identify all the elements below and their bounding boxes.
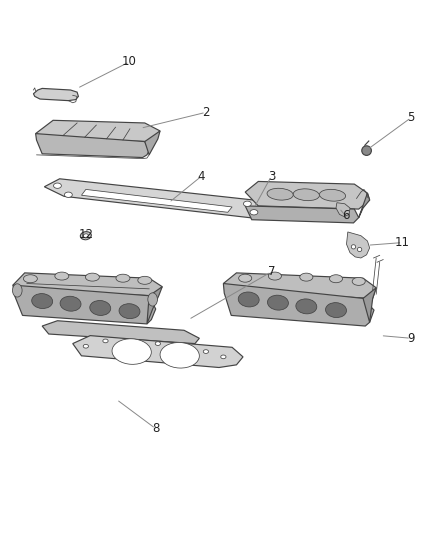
Ellipse shape — [12, 284, 22, 297]
Ellipse shape — [244, 201, 251, 206]
Text: 9: 9 — [407, 332, 415, 345]
Ellipse shape — [362, 146, 371, 156]
Text: 8: 8 — [152, 422, 159, 435]
Ellipse shape — [60, 296, 81, 311]
Ellipse shape — [53, 183, 61, 188]
Polygon shape — [13, 285, 155, 324]
Ellipse shape — [267, 188, 293, 200]
Ellipse shape — [23, 274, 37, 282]
Ellipse shape — [325, 303, 346, 318]
Text: 10: 10 — [122, 55, 137, 68]
Text: 7: 7 — [268, 265, 275, 278]
Ellipse shape — [268, 295, 288, 310]
Ellipse shape — [148, 293, 157, 306]
Ellipse shape — [81, 232, 91, 240]
Ellipse shape — [319, 189, 346, 201]
Ellipse shape — [239, 274, 252, 282]
Polygon shape — [336, 203, 350, 216]
Polygon shape — [42, 321, 199, 344]
Ellipse shape — [32, 294, 53, 309]
Ellipse shape — [293, 189, 319, 200]
Ellipse shape — [103, 339, 108, 343]
Text: 3: 3 — [268, 169, 275, 183]
Ellipse shape — [250, 209, 258, 215]
Ellipse shape — [116, 274, 130, 282]
Ellipse shape — [119, 304, 140, 319]
Text: 4: 4 — [198, 169, 205, 183]
Text: 5: 5 — [407, 111, 415, 124]
Polygon shape — [73, 336, 243, 368]
Polygon shape — [81, 189, 232, 212]
Polygon shape — [359, 193, 370, 217]
Polygon shape — [223, 284, 374, 326]
Ellipse shape — [83, 234, 88, 238]
Ellipse shape — [357, 247, 362, 252]
Polygon shape — [33, 88, 78, 101]
Polygon shape — [245, 181, 370, 209]
Text: 11: 11 — [395, 236, 410, 249]
Polygon shape — [223, 273, 376, 298]
Ellipse shape — [83, 344, 88, 348]
Ellipse shape — [329, 274, 343, 282]
Ellipse shape — [138, 276, 152, 284]
Ellipse shape — [160, 343, 199, 368]
Polygon shape — [147, 287, 162, 324]
Ellipse shape — [203, 350, 208, 353]
Text: 2: 2 — [202, 106, 210, 119]
Polygon shape — [346, 232, 370, 258]
Ellipse shape — [351, 245, 356, 249]
Ellipse shape — [112, 339, 151, 365]
Ellipse shape — [238, 292, 259, 307]
Ellipse shape — [90, 301, 111, 316]
Polygon shape — [13, 273, 162, 296]
Ellipse shape — [85, 273, 99, 281]
Text: 12: 12 — [78, 228, 93, 241]
Ellipse shape — [268, 272, 282, 280]
Ellipse shape — [155, 342, 160, 345]
Ellipse shape — [221, 355, 226, 359]
Polygon shape — [145, 131, 160, 155]
Polygon shape — [363, 288, 376, 322]
Text: 6: 6 — [342, 209, 350, 222]
Polygon shape — [35, 134, 149, 158]
Ellipse shape — [300, 273, 313, 281]
Ellipse shape — [296, 299, 317, 314]
Ellipse shape — [64, 192, 72, 197]
Ellipse shape — [55, 272, 69, 280]
Polygon shape — [35, 120, 160, 142]
Ellipse shape — [352, 277, 365, 285]
Polygon shape — [44, 179, 272, 219]
Polygon shape — [245, 206, 359, 223]
